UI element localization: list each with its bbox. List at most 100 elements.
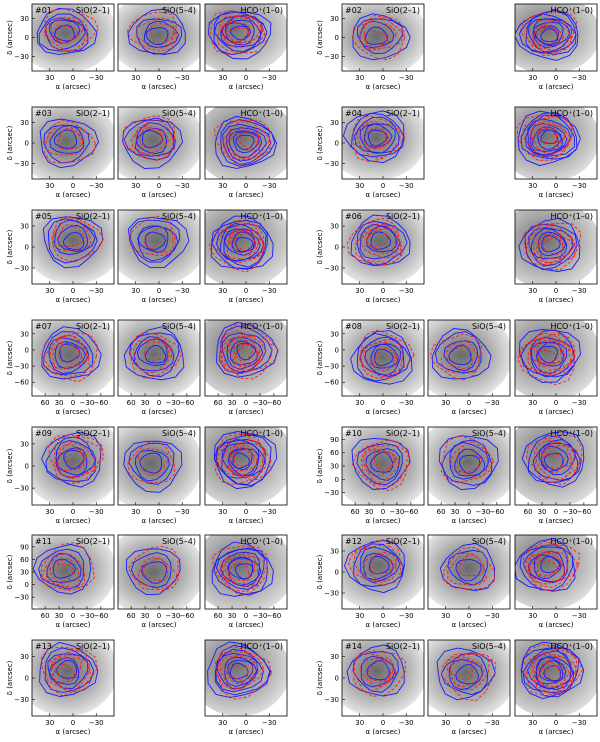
map-panel: HCO⁺(1–0) bbox=[514, 106, 598, 180]
y-axis-label: δ (arcsec) bbox=[6, 20, 14, 55]
blue-contour bbox=[531, 341, 568, 374]
map-contents bbox=[32, 107, 114, 179]
x-tick-label: 0 bbox=[71, 612, 75, 620]
x-tick-label: −30 bbox=[399, 74, 414, 82]
x-tick-label: −30 bbox=[485, 612, 500, 620]
red-dashed-contour bbox=[367, 660, 391, 682]
x-tick-label: 30 bbox=[228, 399, 237, 407]
x-tick-label: −30 bbox=[390, 508, 405, 516]
map-panel: SiO(2–1) #05 bbox=[31, 209, 115, 285]
source-id-label: #14 bbox=[345, 642, 362, 651]
panel-line-title: SiO(5–4) bbox=[162, 6, 196, 15]
blue-contour bbox=[532, 439, 579, 481]
blue-contour bbox=[359, 123, 396, 154]
panel-axes: 30 0 −30α (arcsec) bbox=[528, 176, 587, 199]
map-contents bbox=[205, 320, 287, 396]
red-dashed-contour bbox=[233, 231, 256, 252]
map-panel: HCO⁺(1–0) bbox=[514, 3, 598, 72]
map-panel: SiO(2–1) #04 bbox=[341, 106, 425, 180]
red-dashed-contour bbox=[224, 120, 272, 161]
greyscale-emission bbox=[205, 640, 287, 716]
x-tick-label: 0 bbox=[467, 719, 471, 727]
greyscale-emission bbox=[118, 535, 200, 609]
x-tick-label: −30 bbox=[485, 719, 500, 727]
panel-axes: 30 0 −30α (arcsec) bbox=[528, 606, 587, 629]
x-tick-label: 30 bbox=[45, 182, 54, 190]
x-axis-label: α (arcsec) bbox=[142, 296, 177, 304]
map-contents bbox=[118, 320, 200, 396]
panel-axes: 60 30 0 −30 −60α (arcsec) bbox=[524, 502, 591, 525]
map-contents bbox=[32, 427, 114, 505]
y-axis-label: δ (arcsec) bbox=[316, 340, 324, 375]
panel-axes: 30 0 −30α (arcsec) bbox=[131, 502, 190, 525]
x-tick-label: 0 bbox=[467, 399, 471, 407]
blue-contour bbox=[543, 452, 564, 471]
map-panel: SiO(2–1) #08 bbox=[341, 319, 425, 397]
red-dashed-contour bbox=[351, 439, 410, 492]
red-dashed-contour bbox=[362, 551, 397, 582]
source-id-label: #08 bbox=[345, 322, 362, 331]
x-tick-label: −60 bbox=[266, 612, 281, 620]
x-tick-label: 0 bbox=[381, 612, 385, 620]
blue-contour bbox=[232, 452, 251, 469]
x-tick-label: 0 bbox=[467, 508, 471, 516]
y-tick-label: 60 bbox=[330, 449, 339, 457]
blue-contour bbox=[213, 434, 272, 487]
red-dashed-contour bbox=[360, 224, 399, 259]
panel-line-title: SiO(2–1) bbox=[76, 109, 110, 118]
x-axis-label: α (arcsec) bbox=[142, 517, 177, 525]
blue-contour bbox=[221, 332, 267, 373]
blue-contour bbox=[525, 114, 575, 157]
red-dashed-contour bbox=[456, 448, 483, 474]
blue-contour bbox=[439, 543, 495, 591]
x-tick-label: −30 bbox=[175, 74, 190, 82]
map-contents bbox=[515, 427, 597, 505]
panel-line-title: HCO⁺(1–0) bbox=[240, 642, 283, 651]
blue-contour bbox=[127, 8, 186, 55]
x-tick-label: 30 bbox=[141, 612, 150, 620]
blue-contour bbox=[368, 555, 390, 575]
red-dashed-contour bbox=[448, 658, 473, 681]
x-tick-label: 30 bbox=[55, 612, 64, 620]
x-axis-label: α (arcsec) bbox=[366, 296, 401, 304]
y-tick-label: −60 bbox=[14, 379, 29, 387]
blue-contour bbox=[214, 644, 271, 696]
x-tick-label: 0 bbox=[381, 74, 385, 82]
x-tick-label: 30 bbox=[218, 287, 227, 295]
x-tick-label: 0 bbox=[467, 612, 471, 620]
map-panel: SiO(5–4) bbox=[427, 534, 511, 610]
red-dashed-contour bbox=[54, 25, 79, 44]
blue-contour bbox=[216, 321, 279, 378]
map-contents bbox=[428, 535, 510, 609]
blue-contour bbox=[364, 343, 401, 376]
red-dashed-contour bbox=[450, 440, 489, 477]
panel-line-title: SiO(5–4) bbox=[162, 429, 196, 438]
y-axis-label: δ (arcsec) bbox=[316, 554, 324, 589]
x-tick-label: −30 bbox=[476, 508, 491, 516]
y-tick-label: 30 bbox=[330, 119, 339, 127]
y-axis-label: δ (arcsec) bbox=[6, 229, 14, 264]
red-dashed-contour bbox=[524, 648, 577, 696]
red-dashed-contour bbox=[225, 16, 260, 44]
blue-contour bbox=[142, 129, 164, 149]
map-panel: HCO⁺(1–0) bbox=[204, 534, 288, 610]
map-panel: HCO⁺(1–0) bbox=[204, 319, 288, 397]
x-tick-label: 0 bbox=[554, 182, 558, 190]
x-tick-label: 0 bbox=[157, 399, 161, 407]
blue-contour bbox=[63, 449, 85, 470]
red-dashed-contour bbox=[363, 127, 388, 147]
x-tick-label: 0 bbox=[381, 719, 385, 727]
blue-contour bbox=[215, 548, 265, 590]
y-tick-label: −60 bbox=[324, 379, 339, 387]
blue-contour bbox=[220, 15, 262, 47]
x-tick-label: −30 bbox=[485, 399, 500, 407]
red-dashed-contour bbox=[346, 217, 402, 266]
red-dashed-contour bbox=[359, 656, 394, 687]
red-dashed-contour bbox=[135, 17, 175, 49]
map-panel: SiO(5–4) bbox=[117, 209, 201, 285]
y-tick-label: 0 bbox=[335, 244, 339, 252]
